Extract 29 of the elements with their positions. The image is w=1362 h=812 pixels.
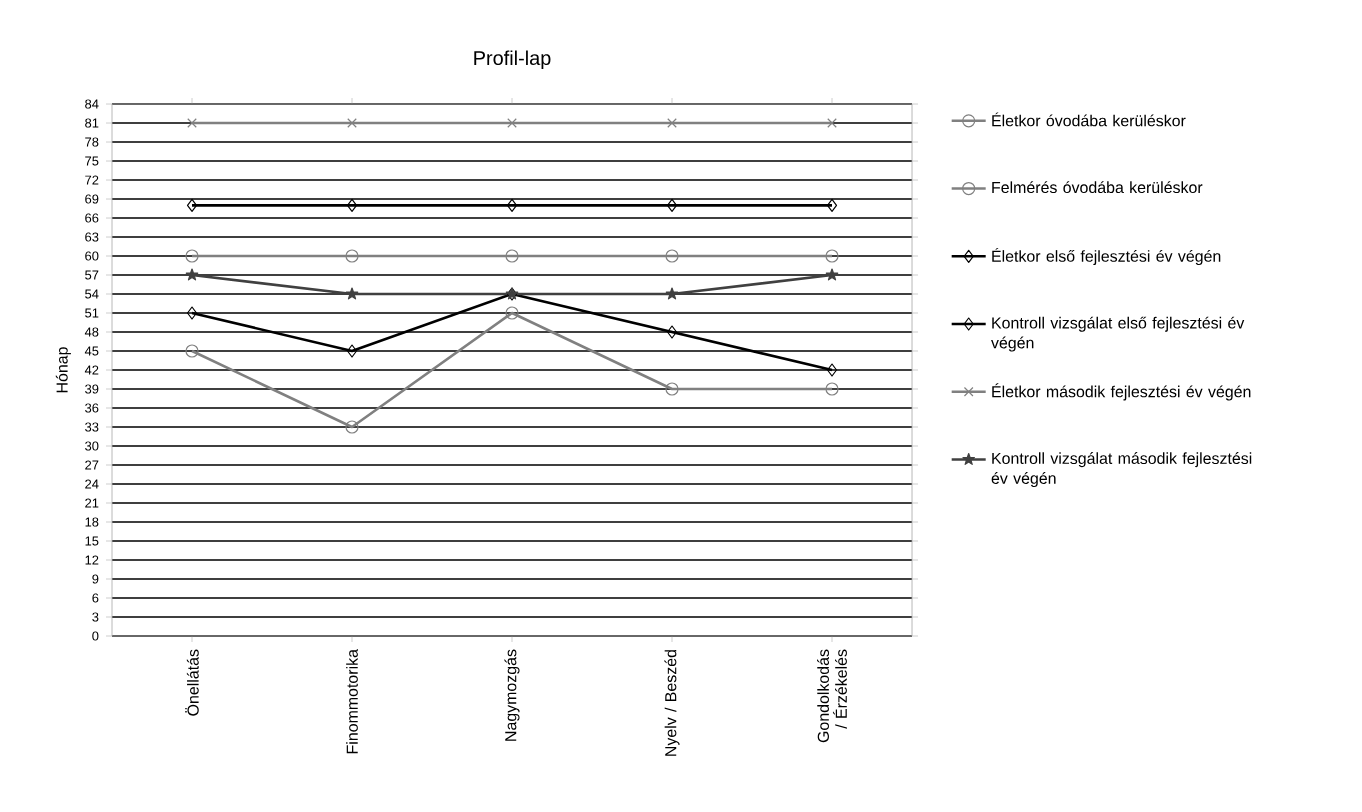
point [345,420,359,434]
point [665,382,679,396]
point [345,287,359,300]
point [187,118,197,128]
point [347,118,357,128]
point [665,287,679,300]
point [667,118,677,128]
point [665,249,679,263]
point [505,249,519,263]
point [345,249,359,263]
point [825,249,839,263]
point [346,198,358,212]
point [825,268,839,281]
point [185,268,199,281]
point [506,198,518,212]
point [346,344,358,358]
point [186,306,198,320]
point [666,198,678,212]
point [825,382,839,396]
point [826,198,838,212]
point [505,306,519,320]
chart-title: Profil-lap [474,50,551,70]
point [186,198,198,212]
point [185,344,199,358]
point [185,249,199,263]
point [507,118,517,128]
point [666,325,678,339]
point [826,363,838,377]
point [827,118,837,128]
